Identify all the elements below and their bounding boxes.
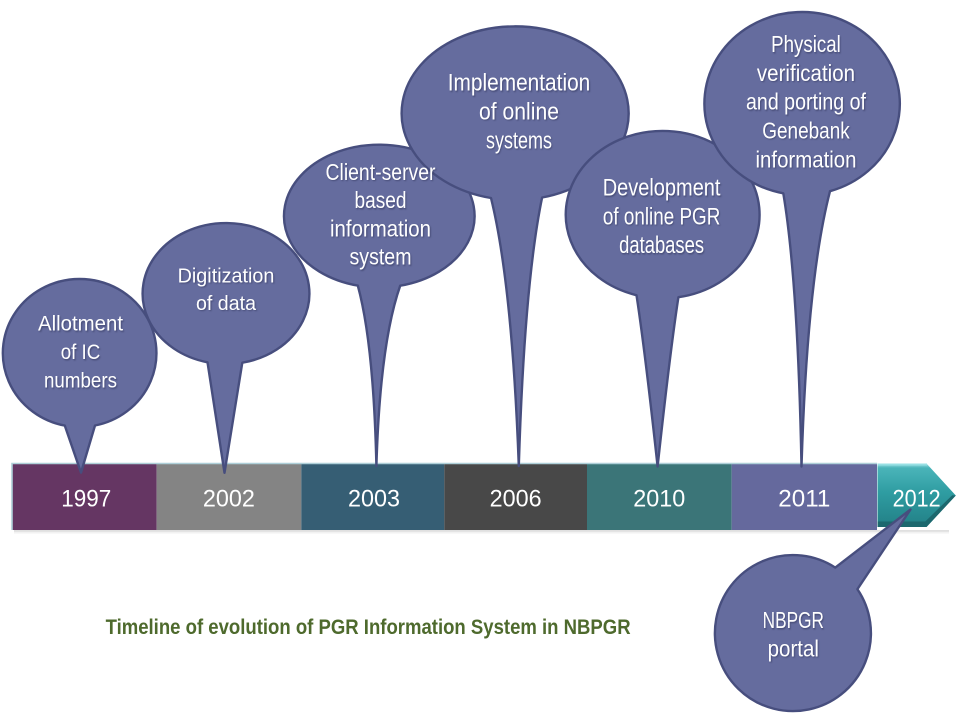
- svg-text:based: based: [355, 187, 407, 213]
- svg-text:of data: of data: [196, 292, 257, 315]
- svg-text:information: information: [756, 146, 857, 172]
- svg-text:information: information: [330, 215, 431, 241]
- svg-text:Development: Development: [603, 175, 721, 202]
- svg-text:2002: 2002: [203, 485, 255, 512]
- svg-text:Digitization: Digitization: [178, 265, 275, 288]
- svg-text:2010: 2010: [633, 485, 685, 512]
- svg-text:2003: 2003: [348, 485, 400, 512]
- svg-text:of IC: of IC: [61, 340, 101, 364]
- svg-text:Genebank: Genebank: [762, 118, 850, 144]
- svg-text:NBPGR: NBPGR: [763, 607, 824, 633]
- svg-text:Physical: Physical: [771, 31, 841, 57]
- svg-text:databases: databases: [619, 232, 704, 259]
- svg-text:and porting of: and porting of: [746, 89, 867, 115]
- svg-text:1997: 1997: [61, 485, 111, 512]
- svg-text:numbers: numbers: [44, 369, 117, 393]
- svg-text:portal: portal: [768, 635, 819, 661]
- svg-text:2011: 2011: [778, 485, 830, 512]
- svg-text:Implementation: Implementation: [448, 71, 591, 97]
- svg-text:Client-server: Client-server: [326, 159, 436, 185]
- svg-text:verification: verification: [757, 60, 855, 86]
- svg-text:system: system: [350, 244, 412, 270]
- svg-text:of online: of online: [479, 100, 559, 126]
- svg-text:Allotment: Allotment: [38, 312, 123, 336]
- svg-text:of online PGR: of online PGR: [603, 203, 721, 230]
- svg-text:2012: 2012: [893, 485, 941, 512]
- svg-text:Timeline of evolution of PGR I: Timeline of evolution of PGR Information…: [106, 615, 631, 639]
- svg-text:2006: 2006: [490, 485, 542, 512]
- svg-text:systems: systems: [486, 128, 552, 154]
